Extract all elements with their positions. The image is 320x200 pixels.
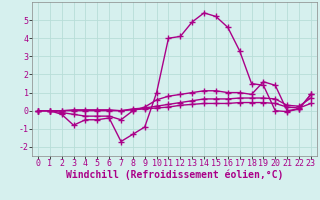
X-axis label: Windchill (Refroidissement éolien,°C): Windchill (Refroidissement éolien,°C): [66, 170, 283, 180]
